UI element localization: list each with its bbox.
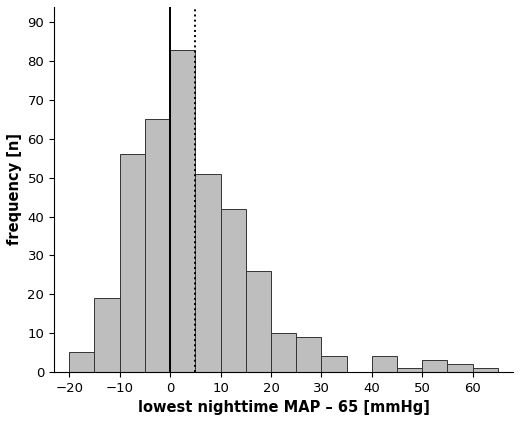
- Bar: [196, 174, 220, 372]
- Bar: [397, 368, 422, 372]
- Bar: [271, 333, 296, 372]
- Bar: [220, 209, 246, 372]
- Bar: [120, 154, 145, 372]
- Bar: [170, 50, 196, 372]
- Bar: [448, 364, 473, 372]
- Bar: [296, 337, 321, 372]
- Bar: [321, 356, 347, 372]
- Bar: [372, 356, 397, 372]
- Bar: [145, 119, 170, 372]
- Bar: [69, 352, 95, 372]
- Bar: [422, 360, 448, 372]
- Bar: [473, 368, 498, 372]
- Bar: [95, 298, 120, 372]
- X-axis label: lowest nighttime MAP – 65 [mmHg]: lowest nighttime MAP – 65 [mmHg]: [138, 400, 430, 415]
- Y-axis label: frequency [n]: frequency [n]: [7, 133, 22, 245]
- Bar: [246, 271, 271, 372]
